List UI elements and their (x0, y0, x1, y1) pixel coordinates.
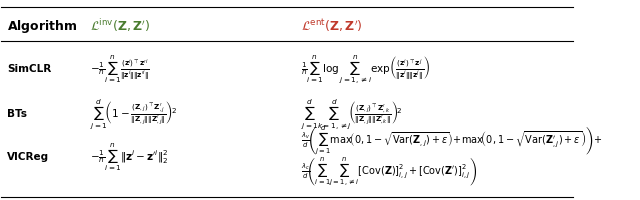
Text: $\frac{\lambda_v}{d}\!\left(\sum_{j=1}^{d}\max\!\left(0,1-\sqrt{\mathrm{Var}(\ma: $\frac{\lambda_v}{d}\!\left(\sum_{j=1}^{… (301, 124, 603, 157)
Text: $\frac{\lambda_c}{d}\!\left(\sum_{i=1}^{n}\sum_{j=1,\neq i}^{n}[\mathrm{Cov}(\ma: $\frac{\lambda_c}{d}\!\left(\sum_{i=1}^{… (301, 156, 477, 188)
Text: BTs: BTs (7, 109, 27, 119)
Text: $\sum_{j=1}^{d}\sum_{k=1,\neq j}^{d}\!\left(\frac{(\mathbf{Z}_{,j})^{\top} \math: $\sum_{j=1}^{d}\sum_{k=1,\neq j}^{d}\!\l… (301, 97, 403, 131)
Text: $-\frac{1}{n}\sum_{i=1}^{n}\|\mathbf{z}^{i}-\mathbf{z}^{\prime i}\|_2^2$: $-\frac{1}{n}\sum_{i=1}^{n}\|\mathbf{z}^… (90, 141, 168, 173)
Text: $\mathcal{L}^{\mathrm{ent}}(\mathbf{Z}, \mathbf{Z}^{\prime})$: $\mathcal{L}^{\mathrm{ent}}(\mathbf{Z}, … (301, 18, 363, 34)
Text: VICReg: VICReg (7, 152, 49, 162)
Text: $\frac{1}{n}\sum_{i=1}^{n}\log\sum_{j=1,\neq i}^{n}\exp\!\left(\frac{(\mathbf{z}: $\frac{1}{n}\sum_{i=1}^{n}\log\sum_{j=1,… (301, 53, 431, 86)
Text: SimCLR: SimCLR (7, 64, 51, 74)
Text: $\mathcal{L}^{\mathrm{inv}}(\mathbf{Z}, \mathbf{Z}^{\prime})$: $\mathcal{L}^{\mathrm{inv}}(\mathbf{Z}, … (90, 18, 150, 34)
Text: $-\frac{1}{n}\sum_{i=1}^{n}\frac{(\mathbf{z}^{i})^{\top} \mathbf{z}^{\prime i}}{: $-\frac{1}{n}\sum_{i=1}^{n}\frac{(\mathb… (90, 54, 150, 85)
Text: $\mathbf{Algorithm}$: $\mathbf{Algorithm}$ (7, 18, 78, 35)
Text: $\sum_{j=1}^{d}\!\left(1-\frac{(\mathbf{Z}_{,j})^{\top} \mathbf{Z}^{\prime}_{,j}: $\sum_{j=1}^{d}\!\left(1-\frac{(\mathbf{… (90, 97, 177, 131)
